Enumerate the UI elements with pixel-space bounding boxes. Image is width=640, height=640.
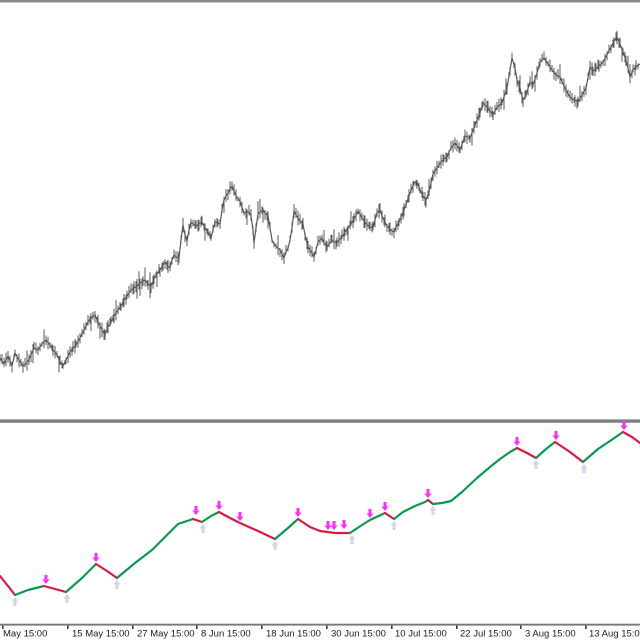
up-arrow-marker — [429, 506, 437, 515]
axis-tick — [520, 625, 522, 629]
indicator-down-segment — [296, 517, 352, 535]
axis-tick — [196, 625, 198, 629]
axis-line — [0, 624, 640, 626]
indicator-up-segment — [431, 446, 519, 506]
down-arrow-marker — [620, 421, 628, 430]
down-arrow-marker — [366, 509, 374, 518]
indicator-down-segment — [0, 574, 17, 597]
indicator-down-segment — [217, 510, 277, 541]
up-arrow-marker — [348, 535, 356, 544]
up-arrow-marker — [11, 597, 19, 606]
down-arrow-marker — [192, 506, 200, 515]
axis-line-highlight — [0, 623, 640, 624]
indicator-down-segment — [383, 511, 396, 521]
time-axis-label: 15 May 15:00 — [72, 629, 130, 640]
axis-tick — [326, 625, 328, 629]
axis-tick — [132, 625, 134, 629]
indicator-up-segment — [200, 510, 221, 524]
indicator-up-segment — [348, 511, 387, 535]
indicator-up-segment — [581, 430, 625, 464]
time-axis-label: 27 May 15:00 — [137, 629, 195, 640]
indicator-up-segment — [392, 498, 430, 521]
down-arrow-marker — [215, 501, 223, 510]
down-arrow-marker — [294, 508, 302, 517]
time-axis-label: 8 Jun 15:00 — [201, 629, 251, 640]
window-top-border — [0, 0, 640, 3]
up-arrow-marker — [390, 521, 398, 530]
indicator-up-segment — [273, 517, 300, 541]
indicator-up-segment — [534, 440, 557, 460]
indicator-down-segment — [553, 440, 585, 464]
top-border-line — [0, 0, 640, 2]
up-arrow-marker — [580, 464, 588, 473]
time-axis-label: May 15:00 — [3, 629, 47, 640]
separator-bar[interactable] — [0, 420, 640, 422]
time-axis-label: 13 Aug 15:0 — [589, 629, 640, 640]
down-arrow-marker — [513, 437, 521, 446]
up-arrow-marker — [113, 580, 121, 589]
axis-tick — [391, 625, 393, 629]
top-border-highlight — [0, 2, 640, 3]
up-arrow-marker — [532, 460, 540, 469]
down-arrow-marker — [381, 502, 389, 511]
down-arrow-marker — [552, 431, 560, 440]
axis-tick — [456, 625, 458, 629]
indicator-panel[interactable] — [0, 421, 640, 606]
down-arrow-marker — [324, 521, 332, 530]
axis-tick — [585, 625, 587, 629]
separator-shadow — [0, 422, 640, 423]
indicator-down-segment — [191, 517, 204, 524]
down-arrow-marker — [424, 489, 432, 498]
price-panel[interactable] — [0, 30, 640, 373]
indicator-down-segment — [94, 562, 119, 580]
axis-tick — [67, 625, 69, 629]
time-axis-label: 22 Jul 15:00 — [460, 629, 512, 640]
time-axis-label: 10 Jul 15:00 — [395, 629, 447, 640]
indicator-up-segment — [64, 562, 98, 594]
price-series-line — [0, 35, 640, 369]
price-series-bars — [0, 30, 639, 373]
time-axis-label: 18 Jun 15:00 — [266, 629, 321, 640]
time-axis[interactable]: May 15:00 15 May 15:00 27 May 15:00 8 Jun 1… — [0, 623, 640, 640]
down-arrow-marker — [42, 575, 50, 584]
time-axis-label: 30 Jun 15:00 — [331, 629, 386, 640]
indicator-up-segment — [115, 517, 195, 580]
indicator-up-segment — [13, 584, 46, 597]
axis-tick — [261, 625, 263, 629]
down-arrow-marker — [330, 521, 338, 530]
up-arrow-marker — [63, 594, 71, 603]
down-arrow-marker — [236, 512, 244, 521]
up-arrow-marker — [199, 524, 207, 533]
indicator-down-segment — [515, 446, 538, 460]
up-arrow-marker — [271, 541, 279, 550]
indicator-down-segment — [621, 430, 640, 445]
time-axis-label: 3 Aug 15:00 — [525, 629, 576, 640]
separator-highlight — [0, 419, 640, 420]
indicator-down-segment — [42, 584, 68, 594]
axis-tick — [2, 625, 4, 629]
down-arrow-marker — [340, 520, 348, 529]
down-arrow-marker — [92, 553, 100, 562]
panel-separator[interactable] — [0, 419, 640, 423]
